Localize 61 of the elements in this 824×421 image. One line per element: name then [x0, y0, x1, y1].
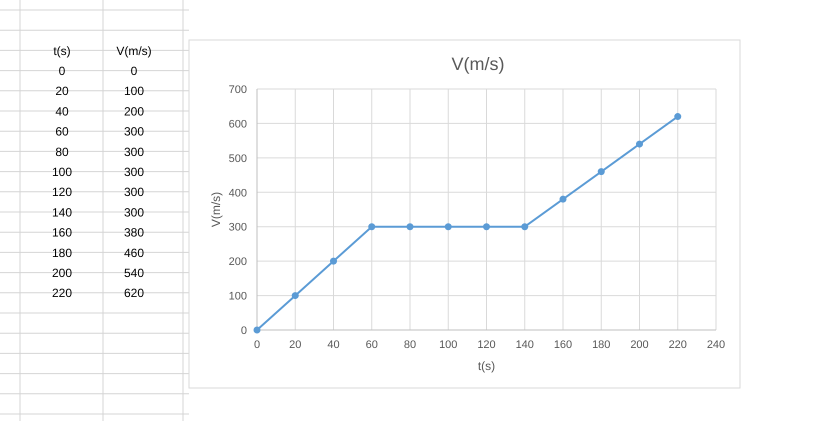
y-axis-title: t(s) [53, 44, 71, 58]
point [444, 223, 452, 230]
y-tick-label: 600 [228, 118, 247, 130]
y-tick-label: 160 [52, 226, 72, 240]
y-tick-label: 120 [52, 185, 72, 200]
x-tick-label: 220 [668, 339, 687, 351]
x-tick-label: 160 [554, 339, 572, 351]
data-label: 460 [124, 246, 144, 260]
data-label: 300 [124, 185, 144, 200]
y-tick-label: 80 [55, 144, 69, 159]
y-tick-label: 0 [240, 325, 247, 337]
x-tick-label: 40 [327, 339, 340, 351]
y-tick-label: 20 [55, 84, 69, 98]
y-tick-label: 140 [52, 205, 72, 220]
point [560, 196, 566, 203]
data-label: 300 [124, 205, 144, 220]
point [636, 140, 643, 148]
y-tick-label: 60 [55, 124, 69, 139]
data-label: 300 [124, 124, 144, 139]
x-tick-label: 80 [404, 339, 416, 351]
x-tick-label: 240 [706, 339, 726, 351]
y-tick-label: 300 [228, 222, 247, 234]
x-tick-label: 200 [630, 339, 649, 351]
data-label: 300 [124, 144, 144, 159]
point [330, 258, 337, 265]
x-tick-label: 20 [289, 339, 302, 351]
point [483, 223, 490, 230]
point [292, 292, 299, 300]
point [406, 223, 414, 230]
point [598, 168, 605, 176]
point [674, 113, 682, 120]
point [368, 223, 376, 230]
x-tick-label: 120 [477, 339, 496, 351]
y-tick-label: 200 [228, 256, 247, 268]
y-tick-label: 700 [228, 84, 247, 96]
x-tick-label: 180 [592, 339, 610, 351]
y-tick-label: 180 [52, 246, 72, 260]
x-tick-label: 140 [516, 339, 534, 351]
y-tick-label: 400 [228, 187, 247, 200]
data-label: 100 [124, 84, 144, 98]
x-tick-label: 0 [254, 339, 260, 351]
data-label: 380 [124, 226, 144, 240]
y-tick-label: 100 [52, 165, 72, 179]
y-tick-label: 40 [55, 104, 69, 118]
data-label: 300 [124, 165, 144, 179]
x-tick-label: 100 [439, 339, 458, 351]
y-tick-label: 220 [52, 286, 72, 300]
y-tick-label: 200 [52, 266, 72, 280]
point [254, 326, 260, 334]
y-axis-title: V(m/s) [209, 192, 223, 228]
data-label: 540 [124, 266, 144, 280]
data-label: 200 [124, 104, 144, 118]
point [521, 223, 528, 230]
x-tick-label: 60 [366, 339, 378, 351]
data-label: 620 [124, 286, 144, 300]
data-label: 0 [130, 64, 138, 78]
x-axis-title: t(s) [478, 359, 496, 373]
y-tick-label: 0 [58, 64, 66, 78]
y-tick-label: 500 [228, 152, 247, 165]
chart-title: V(m/s) [452, 54, 504, 74]
y-tick-label: 100 [228, 290, 247, 303]
